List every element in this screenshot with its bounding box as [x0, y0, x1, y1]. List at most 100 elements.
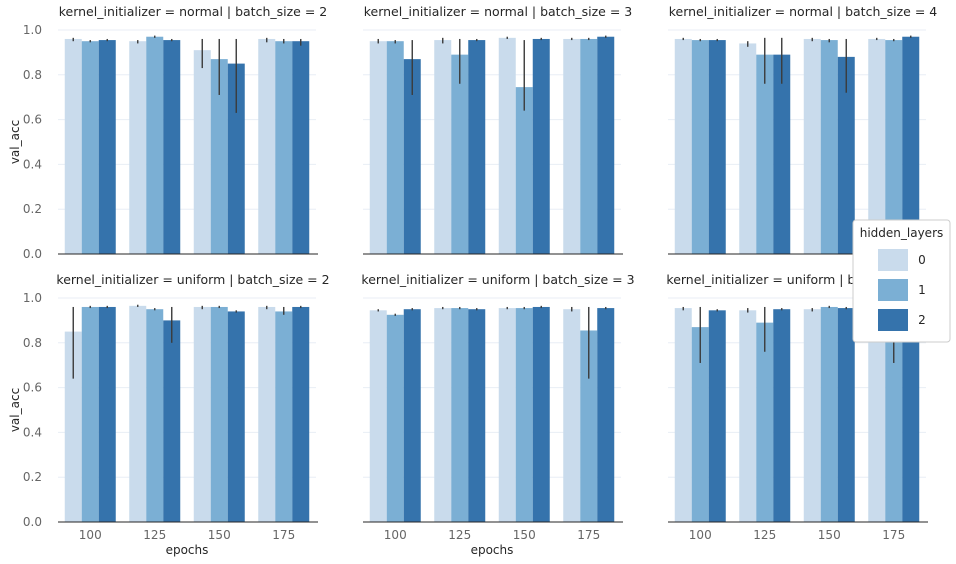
bar — [756, 54, 774, 254]
y-tick-label: 0.0 — [23, 247, 42, 261]
bar — [803, 309, 821, 522]
bar — [129, 41, 147, 255]
legend: hidden_layers 0 1 2 — [852, 219, 951, 343]
bar — [515, 308, 533, 522]
panel-title: kernel_initializer = normal | batch_size… — [59, 4, 328, 19]
bar — [739, 310, 757, 522]
x-tick-label: 150 — [513, 528, 536, 542]
bar — [193, 50, 211, 254]
bar — [369, 310, 387, 522]
bar — [803, 38, 821, 255]
y-tick-label: 0.4 — [23, 157, 42, 171]
x-axis-label: epochs — [471, 543, 514, 557]
y-tick-label: 0.8 — [23, 336, 42, 350]
facet-panel: kernel_initializer = normal | batch_size… — [8, 4, 327, 261]
bar — [403, 59, 421, 255]
x-tick-label: 150 — [208, 528, 231, 542]
y-tick-label: 0.2 — [23, 202, 42, 216]
bar — [258, 306, 276, 522]
legend-label: 2 — [918, 313, 926, 327]
x-tick-label: 100 — [689, 528, 712, 542]
bar — [129, 305, 147, 522]
bar — [708, 310, 726, 522]
y-tick-label: 0.6 — [23, 113, 42, 127]
bar — [597, 36, 615, 254]
bar — [837, 308, 855, 522]
bar — [81, 41, 99, 255]
bar — [81, 306, 99, 522]
bar — [98, 306, 116, 522]
bar — [498, 37, 516, 255]
legend-swatch — [878, 309, 908, 331]
facet-panel: kernel_initializer = uniform | batch_siz… — [8, 272, 330, 557]
bar — [674, 38, 692, 255]
panel-title: kernel_initializer = uniform | batch_siz… — [361, 272, 634, 287]
bar — [193, 306, 211, 522]
y-tick-label: 0.8 — [23, 68, 42, 82]
x-tick-label: 125 — [448, 528, 471, 542]
x-tick-label: 175 — [882, 528, 905, 542]
bar — [532, 38, 550, 255]
bar — [580, 38, 598, 255]
bar — [498, 308, 516, 522]
y-tick-label: 0.6 — [23, 381, 42, 395]
bar — [451, 54, 469, 254]
bar — [451, 308, 469, 522]
y-tick-label: 1.0 — [23, 23, 42, 37]
bar — [275, 41, 293, 255]
bar — [885, 327, 903, 522]
bar — [820, 40, 838, 254]
bar — [532, 306, 550, 522]
bar — [515, 87, 533, 255]
bar — [292, 306, 310, 522]
legend-label: 1 — [918, 283, 926, 297]
x-tick-label: 175 — [272, 528, 295, 542]
bar — [773, 309, 791, 522]
bar — [64, 38, 82, 255]
bar — [258, 38, 276, 255]
y-tick-label: 1.0 — [23, 291, 42, 305]
bar — [868, 38, 886, 255]
legend-swatch — [878, 249, 908, 271]
bar — [468, 40, 486, 254]
bar — [597, 308, 615, 522]
legend-swatch — [878, 279, 908, 301]
bar — [739, 43, 757, 254]
x-axis-label: epochs — [166, 543, 209, 557]
bar — [275, 311, 293, 522]
facet-panel: kernel_initializer = uniform | batch_siz… — [361, 272, 634, 557]
panel-title: kernel_initializer = normal | batch_size… — [364, 4, 633, 19]
y-axis-label: val_acc — [8, 388, 22, 432]
bar — [902, 36, 920, 254]
bar — [691, 327, 709, 522]
bar — [434, 308, 452, 522]
x-tick-label: 125 — [143, 528, 166, 542]
x-tick-label: 100 — [384, 528, 407, 542]
bar — [691, 40, 709, 254]
x-tick-label: 125 — [753, 528, 776, 542]
bar — [773, 54, 791, 254]
bar — [820, 306, 838, 522]
bar — [885, 40, 903, 254]
y-tick-label: 0.0 — [23, 515, 42, 529]
bar — [902, 308, 920, 522]
bar — [210, 59, 228, 255]
bar — [210, 306, 228, 522]
panel-title: kernel_initializer = normal | batch_size… — [669, 4, 938, 19]
bar — [227, 311, 245, 522]
legend-title: hidden_layers — [860, 226, 944, 240]
bar — [674, 308, 692, 522]
bar — [434, 40, 452, 254]
bar — [146, 309, 164, 522]
panel-title: kernel_initializer = uniform | batch_siz… — [56, 272, 329, 287]
facet-panel: kernel_initializer = normal | batch_size… — [668, 4, 938, 255]
bar — [386, 41, 404, 255]
bar — [292, 41, 310, 255]
bar — [868, 308, 886, 522]
bar — [369, 41, 387, 255]
bar — [163, 320, 181, 522]
bar — [163, 40, 181, 254]
bar — [146, 36, 164, 254]
bar — [756, 322, 774, 522]
